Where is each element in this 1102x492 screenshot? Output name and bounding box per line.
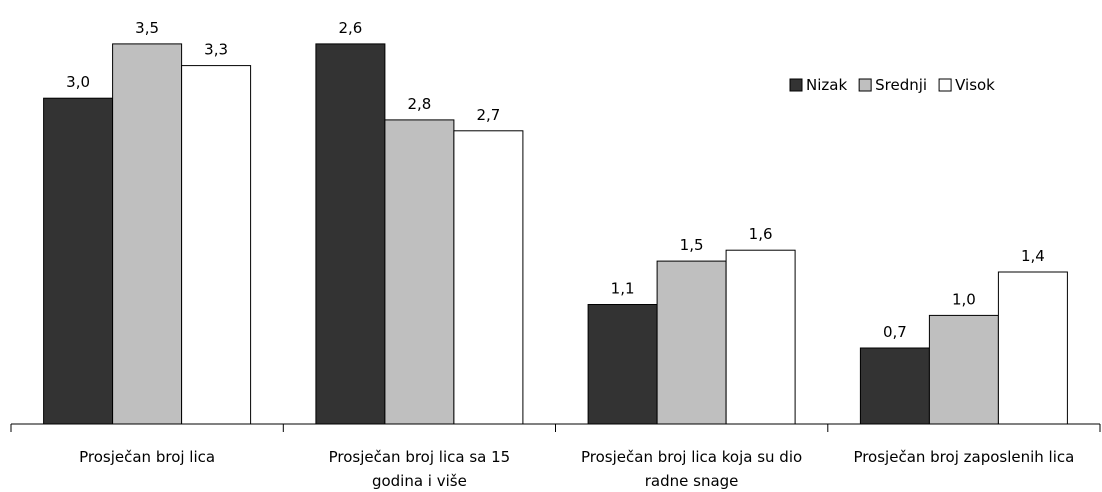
bar-nizak-1 bbox=[43, 97, 114, 425]
value-label-nizak-4: 0,7 bbox=[883, 323, 907, 341]
legend-swatch-visok bbox=[938, 78, 952, 92]
value-label-visok-4: 1,4 bbox=[1021, 247, 1045, 265]
bar-visok-2 bbox=[453, 130, 524, 425]
value-label-nizak-3: 1,1 bbox=[611, 280, 635, 298]
value-label-visok-2: 2,7 bbox=[476, 106, 500, 124]
bars-group bbox=[43, 43, 1068, 425]
legend-swatch-srednji bbox=[858, 78, 872, 92]
bar-visok-1 bbox=[181, 65, 252, 425]
bar-nizak-2 bbox=[315, 43, 386, 425]
value-labels-group: 3,0 3,5 3,3 2,6 2,8 2,7 1,1 1,5 1,6 0,7 1,0 1,4 bbox=[66, 19, 1045, 341]
legend-label-nizak: Nizak bbox=[806, 76, 847, 94]
legend-label-visok: Visok bbox=[955, 76, 995, 94]
bar-srednji-4 bbox=[928, 314, 999, 425]
value-label-visok-1: 3,3 bbox=[204, 41, 228, 59]
bar-srednji-1 bbox=[112, 43, 183, 425]
bar-srednji-2 bbox=[384, 119, 455, 425]
category-label-4: Prosječan broj zaposlenih lica bbox=[853, 448, 1074, 466]
legend: Nizak Srednji Visok bbox=[789, 76, 995, 94]
bar-visok-4 bbox=[997, 271, 1068, 425]
category-label-2: Prosječan broj lica sa 15 godina i više bbox=[329, 448, 511, 490]
value-label-srednji-3: 1,5 bbox=[680, 236, 704, 254]
legend-label-srednji: Srednji bbox=[875, 76, 927, 94]
category-label-3: Prosječan broj lica koja su dio radne sna… bbox=[581, 448, 802, 490]
value-label-visok-3: 1,6 bbox=[749, 225, 773, 243]
bar-srednji-3 bbox=[656, 260, 727, 425]
category-label-1: Prosječan broj lica bbox=[79, 448, 215, 466]
value-label-srednji-2: 2,8 bbox=[407, 95, 431, 113]
value-label-srednji-4: 1,0 bbox=[952, 290, 976, 308]
value-label-nizak-2: 2,6 bbox=[338, 19, 362, 37]
bar-nizak-3 bbox=[587, 304, 658, 425]
bar-nizak-4 bbox=[859, 347, 930, 425]
x-axis: Prosječan broj lica Prosječan broj lica s… bbox=[10, 423, 1101, 490]
bar-visok-3 bbox=[725, 249, 796, 425]
legend-swatch-nizak bbox=[789, 78, 803, 92]
value-label-nizak-1: 3,0 bbox=[66, 73, 90, 91]
value-label-srednji-1: 3,5 bbox=[135, 19, 159, 37]
